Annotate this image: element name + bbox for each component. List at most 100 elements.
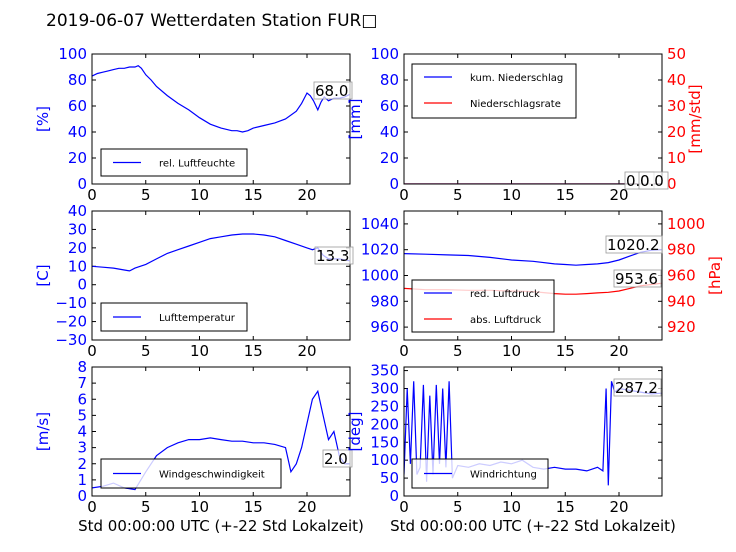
x-tick-label: 10 <box>190 498 209 516</box>
y2-tick-label: 0 <box>667 175 677 193</box>
x-tick-label: 20 <box>609 342 628 360</box>
chart-precip: 0 5 10 15 20 0 20 40 60 80 100 0 10 20 30 40 50 [mm] [mm/s… <box>346 45 704 204</box>
plot-frame <box>91 210 351 341</box>
annotation-value: 13.3 <box>316 247 349 265</box>
x-tick-label: 0 <box>87 342 97 360</box>
y-tick-label: 300 <box>370 380 399 398</box>
y2-axis-label: [mm/std] <box>686 84 704 153</box>
y2-axis-label: [hPa] <box>706 256 724 295</box>
y2-tick-label: 960 <box>667 267 696 285</box>
annotation-box <box>613 378 662 397</box>
y2-tick-label: 50 <box>667 45 686 63</box>
y-tick-label: 80 <box>68 71 87 89</box>
chart-temperature: 0 5 10 15 20−30−20−10010203040[C]Lufttempera… <box>34 202 354 360</box>
y-tick-label: 8 <box>77 358 87 376</box>
y-tick-label: −30 <box>55 331 87 349</box>
y-tick-label: 200 <box>370 415 399 433</box>
y-tick-label: 100 <box>370 45 399 63</box>
annotation-value: 287.2 <box>615 379 658 397</box>
legend-box <box>411 63 577 119</box>
legend-label: abs. Luftdruck <box>470 315 541 326</box>
annotation-box <box>314 246 354 265</box>
legend-label: Lufttemperatur <box>159 313 236 324</box>
plot-frame <box>91 53 351 185</box>
y-tick-label: 0 <box>389 175 399 193</box>
y2-tick-label: 1000 <box>667 215 705 233</box>
y-tick-label: 1 <box>77 471 87 489</box>
y-tick-label: 100 <box>58 45 87 63</box>
x-tick-label: 10 <box>190 342 209 360</box>
x-tick-label: 15 <box>244 342 263 360</box>
y-tick-label: −10 <box>55 294 87 312</box>
x-tick-label: 0 <box>87 186 97 204</box>
y-tick-label: 1040 <box>361 215 399 233</box>
y2-tick-label: 980 <box>667 241 696 259</box>
y2-tick-label: 10 <box>667 149 686 167</box>
y-tick-label: 20 <box>68 239 87 257</box>
y-tick-label: 80 <box>380 71 399 89</box>
y-tick-label: 2 <box>77 455 87 473</box>
x-tick-label: 0 <box>399 342 409 360</box>
y-tick-label: −20 <box>55 313 87 331</box>
y2-tick-label: 40 <box>667 71 686 89</box>
x-tick-label: 10 <box>502 342 521 360</box>
y-tick-label: 350 <box>370 362 399 380</box>
y-tick-label: 0 <box>77 175 87 193</box>
chart-pressure: 0 5 10 15 20 960 980 1000 1020 1040 920 940 960 980 10… <box>361 210 724 360</box>
y-axis-label: [%] <box>34 106 52 132</box>
y-tick-label: 30 <box>68 220 87 238</box>
annotation-box <box>322 449 353 468</box>
y-tick-label: 7 <box>77 374 87 392</box>
x-tick-label: 20 <box>297 186 316 204</box>
plot-frame <box>91 366 351 497</box>
chart-humidity: 0 5 10 15 20 0 20 40 60 80 100 [%] rel. Luftfeuchte 6… <box>34 45 353 204</box>
annotation-box <box>605 235 663 254</box>
x-tick-label: 15 <box>556 186 575 204</box>
y-tick-label: 150 <box>370 433 399 451</box>
x-tick-label: 5 <box>141 186 151 204</box>
x-tick-label: 20 <box>609 186 628 204</box>
y-tick-label: 60 <box>68 97 87 115</box>
legend-label: red. Luftdruck <box>470 289 540 300</box>
x-tick-label: 0 <box>399 186 409 204</box>
y-tick-label: 0 <box>77 487 87 505</box>
y-tick-label: 6 <box>77 390 87 408</box>
plot-frame <box>403 53 663 185</box>
y-tick-label: 1020 <box>361 241 399 259</box>
x-tick-label: 20 <box>297 342 316 360</box>
y-axis-label: [m/s] <box>34 412 52 451</box>
y-tick-label: 5 <box>77 406 87 424</box>
y-tick-label: 960 <box>370 318 399 336</box>
x-tick-label: 0 <box>399 498 409 516</box>
y-tick-label: 50 <box>380 469 399 487</box>
y-tick-label: 40 <box>68 202 87 220</box>
legend-label: Windrichtung <box>470 470 537 481</box>
x-tick-label: 0 <box>87 498 97 516</box>
plot-frame <box>403 366 663 497</box>
legend-label: Windgeschwindigkeit <box>159 470 265 481</box>
x-tick-label: 5 <box>141 342 151 360</box>
y-tick-label: 20 <box>380 149 399 167</box>
y-tick-label: 40 <box>380 123 399 141</box>
x-tick-label: 20 <box>297 498 316 516</box>
y2-tick-label: 30 <box>667 97 686 115</box>
x-tick-label: 10 <box>502 498 521 516</box>
legend-box <box>411 279 555 333</box>
x-tick-label: 15 <box>556 342 575 360</box>
x-tick-label: 15 <box>244 498 263 516</box>
annotation-value: 953.6 <box>615 270 658 288</box>
y-axis-label: [mm] <box>346 99 364 140</box>
x-tick-label: 5 <box>141 498 151 516</box>
y-tick-label: 40 <box>68 123 87 141</box>
annotation-value: 68.0 <box>315 82 348 100</box>
y-tick-label: 20 <box>68 149 87 167</box>
y-tick-label: 1000 <box>361 267 399 285</box>
x-tick-label: 5 <box>453 186 463 204</box>
y-tick-label: 60 <box>380 97 399 115</box>
y-tick-label: 0 <box>77 276 87 294</box>
y-tick-label: 4 <box>77 423 87 441</box>
y-axis-label: [deg] <box>346 412 364 452</box>
